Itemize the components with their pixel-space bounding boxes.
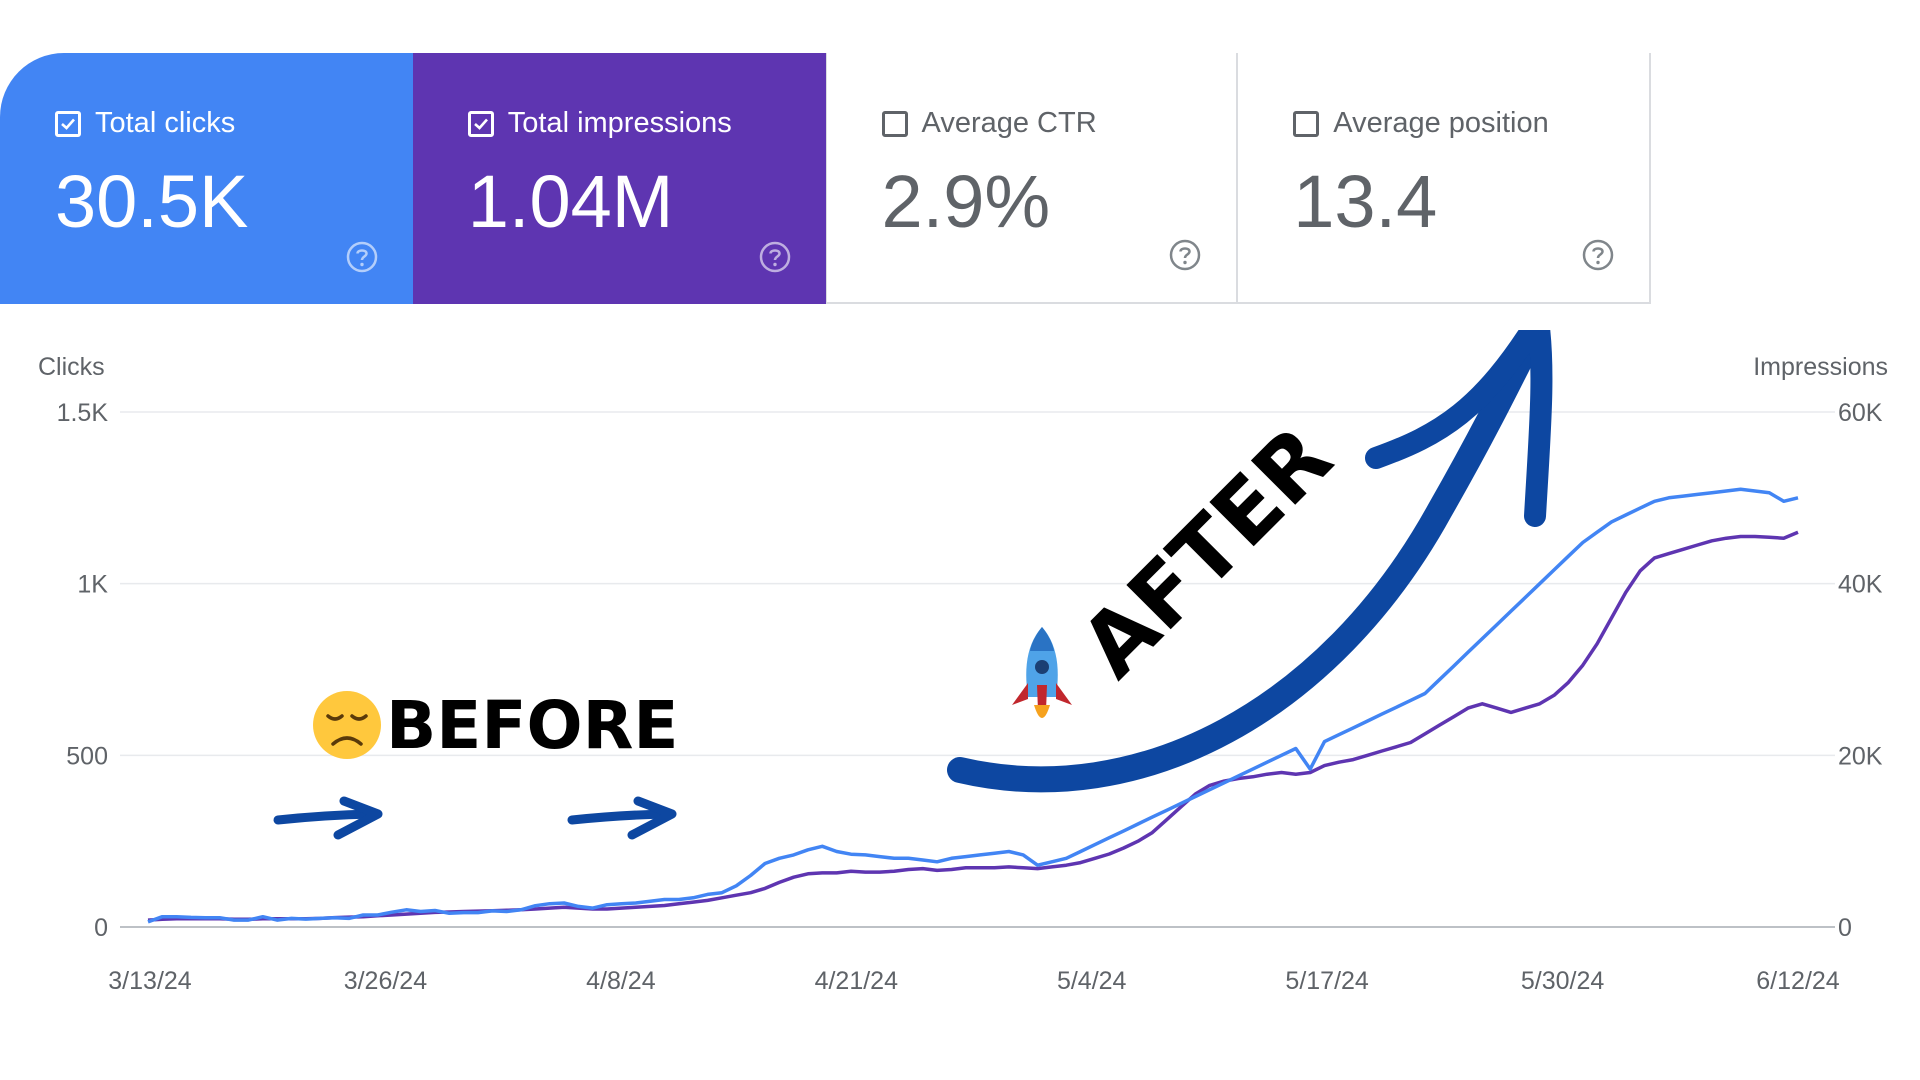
total-clicks-card[interactable]: Total clicks 30.5K (0, 53, 413, 304)
x-tick-label: 4/21/24 (815, 967, 899, 995)
average-position-card[interactable]: Average position 13.4 (1238, 53, 1651, 304)
right-tick-label: 40K (1838, 571, 1883, 599)
clicks-series-line (147, 487, 1799, 924)
average-position-header: Average position (1293, 109, 1549, 138)
right-tick-label: 20K (1838, 742, 1883, 770)
average-ctr-checkbox[interactable] (881, 110, 908, 137)
total-impressions-header: Total impressions (467, 107, 732, 139)
total-clicks-header: Total clicks (55, 109, 235, 138)
impressions-series-line (147, 530, 1799, 922)
average-ctr-label: Average CTR (921, 107, 1097, 139)
x-tick-label: 6/12/24 (1756, 967, 1840, 995)
rocket-icon (1012, 627, 1072, 718)
arrow-right-icon (567, 796, 677, 840)
x-tick-label: 3/13/24 (108, 967, 192, 995)
before-label: BEFORE (386, 687, 679, 764)
x-tick-label: 4/8/24 (586, 967, 656, 995)
help-icon[interactable] (1581, 238, 1615, 272)
average-ctr-card[interactable]: Average CTR 2.9% (825, 53, 1239, 304)
series-lines (147, 487, 1799, 924)
average-position-value: 13.4 (1293, 160, 1438, 243)
help-icon[interactable] (1168, 238, 1202, 272)
left-axis-title: Clicks (38, 353, 105, 381)
average-position-checkbox[interactable] (1293, 110, 1320, 137)
left-tick-label: 1K (77, 571, 108, 599)
checkmark-icon (473, 118, 488, 130)
left-tick-label: 0 (94, 914, 108, 942)
average-position-label: Average position (1333, 107, 1549, 139)
total-impressions-label: Total impressions (507, 107, 732, 139)
x-tick-label: 3/26/24 (344, 967, 428, 995)
x-tick-label: 5/4/24 (1057, 967, 1127, 995)
performance-chart: Clicks Impressions 0 0 500 20K 1K 40K 1.5K 60K 3… (38, 330, 1888, 995)
x-tick-label: 5/17/24 (1285, 967, 1369, 995)
left-tick-label: 500 (66, 742, 108, 770)
curved-arrow-icon (947, 330, 1553, 793)
metrics-bar: Total clicks 30.5K Total impressions 1.0… (0, 53, 1651, 304)
average-ctr-header: Average CTR (881, 107, 1097, 139)
right-axis-title: Impressions (1753, 353, 1888, 381)
axis-ticks: 0 0 500 20K 1K 40K 1.5K 60K 3/13/24 3/26/24 4/8/24… (57, 399, 1883, 995)
total-impressions-checkbox[interactable] (467, 110, 494, 137)
total-clicks-value: 30.5K (55, 160, 249, 243)
total-clicks-label: Total clicks (95, 107, 236, 139)
before-annotation: BEFORE (273, 687, 679, 840)
total-impressions-value: 1.04M (467, 160, 674, 243)
checkmark-icon (61, 118, 75, 130)
x-tick-label: 5/30/24 (1521, 967, 1605, 995)
after-annotation: AFTER (947, 330, 1553, 793)
sad-face-icon (313, 691, 381, 759)
right-tick-label: 60K (1838, 399, 1883, 427)
arrow-right-icon (273, 796, 383, 840)
help-icon[interactable] (345, 240, 379, 274)
after-label: AFTER (1062, 408, 1351, 697)
help-icon[interactable] (758, 240, 792, 274)
average-ctr-value: 2.9% (881, 160, 1051, 243)
total-clicks-checkbox[interactable] (55, 110, 81, 137)
total-impressions-card[interactable]: Total impressions 1.04M (412, 53, 826, 304)
right-tick-label: 0 (1838, 914, 1852, 942)
left-tick-label: 1.5K (57, 399, 109, 427)
